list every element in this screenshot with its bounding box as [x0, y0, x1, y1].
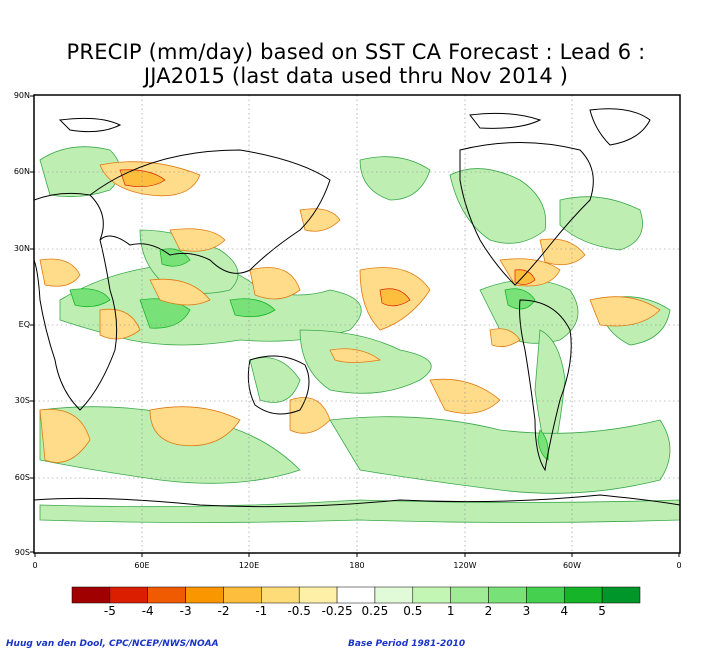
colorbar-swatch: [564, 586, 603, 604]
strong-dry-cores: [119, 169, 536, 307]
colorbar-tick-label: 3: [522, 604, 531, 618]
lat-label-90s: 90S: [14, 548, 30, 557]
colorbar-tick-label: 2: [484, 604, 493, 618]
lon-label-60w: 60W: [562, 561, 582, 570]
coastlines: [34, 108, 680, 508]
colorbar-swatch: [185, 586, 224, 604]
lon-label-0: 0: [32, 561, 38, 570]
lon-label-60e: 60E: [134, 561, 150, 570]
lat-label-eq: EQ: [18, 320, 30, 329]
colorbar-tick-label: -5: [103, 604, 116, 618]
colorbar-swatch: [450, 586, 489, 604]
lat-label-30n: 30N: [13, 244, 30, 253]
colorbar-swatch: [336, 586, 376, 604]
lat-label-60s: 60S: [14, 473, 30, 482]
colorbar-swatch: [526, 586, 565, 604]
lat-label-30s: 30S: [14, 396, 30, 405]
colorbar-swatch: [601, 586, 641, 604]
colorbar-swatch: [488, 586, 527, 604]
colorbar-swatch: [109, 586, 148, 604]
colorbar-tick-label: -0.5: [287, 604, 311, 618]
lon-label-120e: 120E: [238, 561, 260, 570]
colorbar-tick-label: 1: [446, 604, 455, 618]
base-period-note: Base Period 1981-2010: [348, 639, 466, 649]
colorbar-swatch: [298, 586, 338, 604]
lat-label-60n: 60N: [13, 167, 30, 176]
colorbar-tick-label: 0.25: [361, 604, 389, 618]
author-credit: Huug van den Dool, CPC/NCEP/NWS/NOAA: [6, 639, 219, 649]
map-title-line-1: PRECIP (mm/day) based on SST CA Forecast…: [66, 40, 646, 64]
colorbar-tick-label: 0.5: [403, 604, 423, 618]
map-title-line-2: JJA2015 (last data used thru Nov 2014 ): [143, 64, 569, 88]
wet-anomaly-regions: [39, 146, 680, 523]
lon-label-0-end: 0: [676, 561, 682, 570]
lon-label-120w: 120W: [453, 561, 477, 570]
colorbar-swatch: [71, 586, 111, 604]
strong-wet-cores: [69, 248, 549, 461]
colorbar-tick-label: -2: [217, 604, 230, 618]
colorbar-tick-label: -1: [255, 604, 268, 618]
colorbar-tick-label: -3: [179, 604, 192, 618]
colorbar-swatch: [374, 586, 414, 604]
colorbar-tick-label: 5: [598, 604, 606, 618]
colorbar-swatch: [261, 586, 300, 604]
colorbar-tick-label: 4: [560, 604, 569, 618]
colorbar-tick-label: -0.25: [321, 604, 353, 618]
colorbar-swatch: [223, 586, 262, 604]
colorbar-swatch: [147, 586, 186, 604]
colorbar-tick-label: -4: [141, 604, 154, 618]
colorbar-swatch: [412, 586, 451, 604]
map-plot-area: [34, 95, 680, 553]
lat-label-90n: 90N: [13, 91, 30, 100]
lon-label-180: 180: [349, 561, 365, 570]
axis-ticks: [30, 95, 680, 557]
colorbar: [71, 586, 641, 604]
